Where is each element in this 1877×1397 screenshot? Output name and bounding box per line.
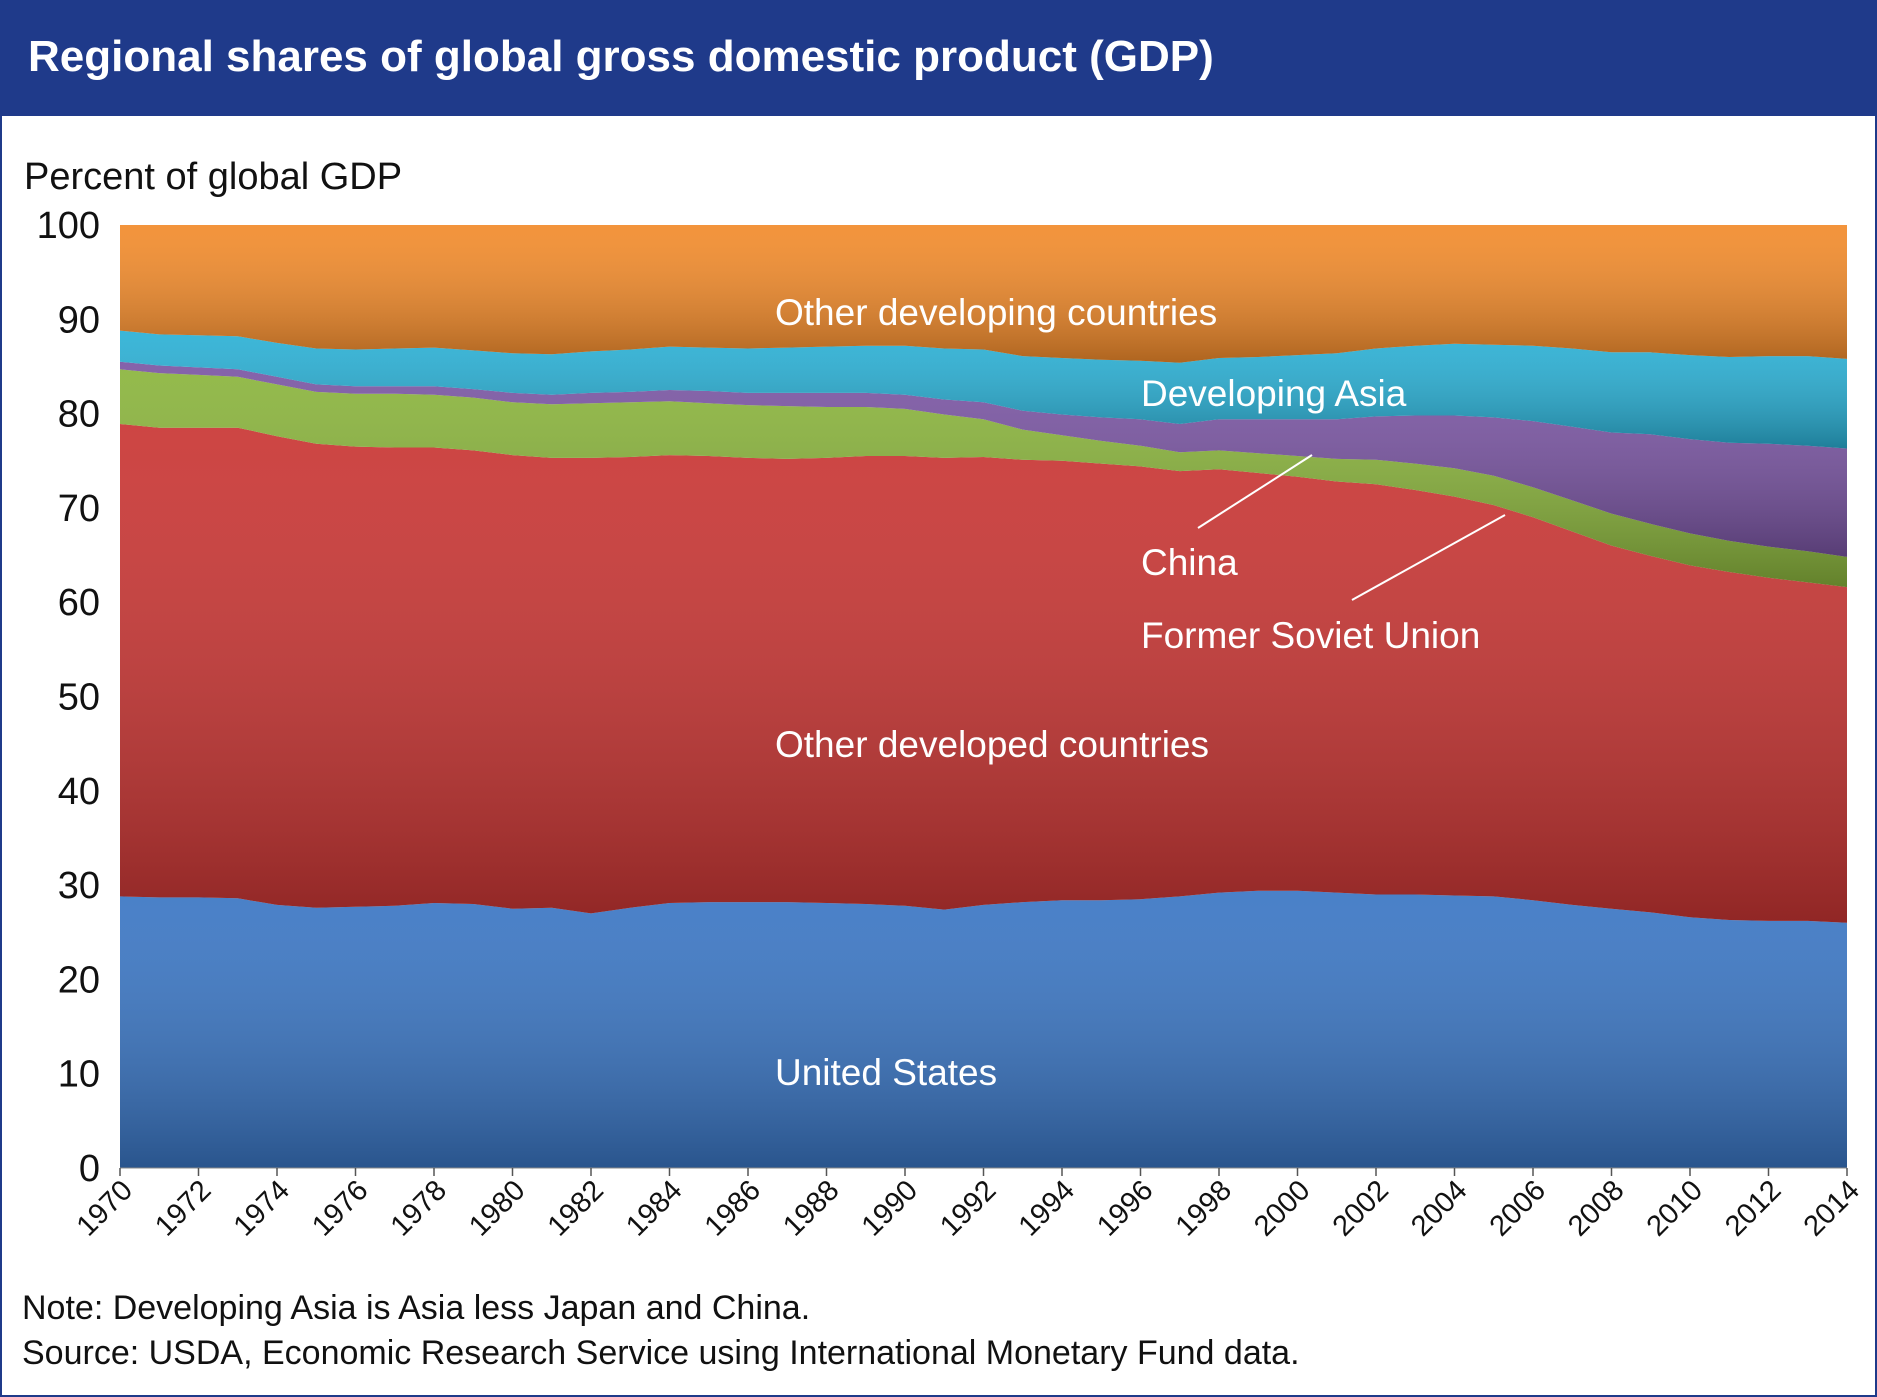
chart-title: Regional shares of global gross domestic… (28, 32, 1214, 81)
x-tick-label: 2004 (1405, 1174, 1473, 1242)
source-text: Source: USDA, Economic Research Service … (22, 1334, 1300, 1372)
annotation-layer: Other developing countries Developing Asi… (775, 292, 1480, 1093)
x-tick-label: 1972 (149, 1174, 217, 1242)
y-tick-label: 40 (58, 771, 100, 813)
y-tick-label: 30 (58, 865, 100, 907)
x-tick-label: 1994 (1013, 1174, 1081, 1242)
y-tick-label: 80 (58, 394, 100, 436)
notes: Note: Developing Asia is Asia less Japan… (22, 1286, 1300, 1376)
area-series-other-developing-countries (120, 225, 1847, 363)
area-series-china (120, 361, 1847, 557)
area-series-other-developed-countries (120, 424, 1847, 923)
x-axis: 1970 1972 1974 1976 1978 1980 1982 1984 1986 1988… (71, 1167, 1866, 1243)
area-series-developing-asia (120, 330, 1847, 449)
x-tick-label: 2010 (1641, 1174, 1709, 1242)
x-tick-label: 2006 (1484, 1174, 1552, 1242)
annotation-other-developing-countries: Other developing countries (775, 292, 1217, 333)
title-bar: Regional shares of global gross domestic… (2, 2, 1875, 116)
y-axis: 0 10 20 30 40 50 60 70 80 90 100 (37, 205, 100, 1190)
y-tick-label: 60 (58, 582, 100, 624)
y-tick-label: 10 (58, 1054, 100, 1096)
annotation-other-developed-countries: Other developed countries (775, 724, 1209, 765)
note-text: Note: Developing Asia is Asia less Japan… (22, 1289, 811, 1327)
y-axis-label: Percent of global GDP (24, 156, 402, 198)
x-tick-label: 1988 (777, 1174, 845, 1242)
annotation-china: China (1141, 542, 1238, 583)
x-tick-label: 1980 (463, 1174, 531, 1242)
y-tick-label: 0 (79, 1148, 100, 1190)
x-tick-label: 2002 (1327, 1174, 1395, 1242)
x-tick-label: 2014 (1798, 1174, 1866, 1242)
area-shade-developing-asia (120, 330, 1847, 449)
x-tick-label: 1992 (934, 1174, 1002, 1242)
china-leader-line (1197, 454, 1313, 529)
y-tick-label: 20 (58, 959, 100, 1001)
area-series-united-states (120, 890, 1847, 1168)
x-tick-label: 1984 (620, 1174, 688, 1242)
annotation-developing-asia: Developing Asia (1141, 373, 1407, 414)
x-tick-label: 2012 (1719, 1174, 1787, 1242)
annotation-former-soviet-union: Former Soviet Union (1141, 615, 1480, 656)
x-tick-label: 1990 (856, 1174, 924, 1242)
area-shade-united-states (120, 890, 1847, 1168)
area-shade-other-developed-countries (120, 424, 1847, 923)
x-tick-label: 1974 (228, 1174, 296, 1242)
fsu-leader-line (1351, 514, 1506, 601)
area-layer (120, 225, 1847, 1168)
x-tick-label: 2000 (1248, 1174, 1316, 1242)
y-tick-label: 50 (58, 677, 100, 719)
y-tick-label: 100 (37, 205, 100, 247)
x-tick-label: 1986 (699, 1174, 767, 1242)
y-tick-label: 70 (58, 488, 100, 530)
annotation-united-states: United States (775, 1052, 997, 1093)
x-tick-label: 2008 (1562, 1174, 1630, 1242)
x-tick-label: 1978 (385, 1174, 453, 1242)
x-tick-label: 1996 (1091, 1174, 1159, 1242)
x-tick-label: 1998 (1170, 1174, 1238, 1242)
area-shade-china (120, 361, 1847, 557)
area-shade-other-developing-countries (120, 225, 1847, 363)
y-tick-label: 90 (58, 299, 100, 341)
x-tick-label: 1982 (542, 1174, 610, 1242)
leader-lines (1197, 454, 1506, 601)
x-tick-label: 1976 (306, 1174, 374, 1242)
area-series-former-soviet-union (120, 369, 1847, 588)
area-shade-former-soviet-union (120, 369, 1847, 588)
